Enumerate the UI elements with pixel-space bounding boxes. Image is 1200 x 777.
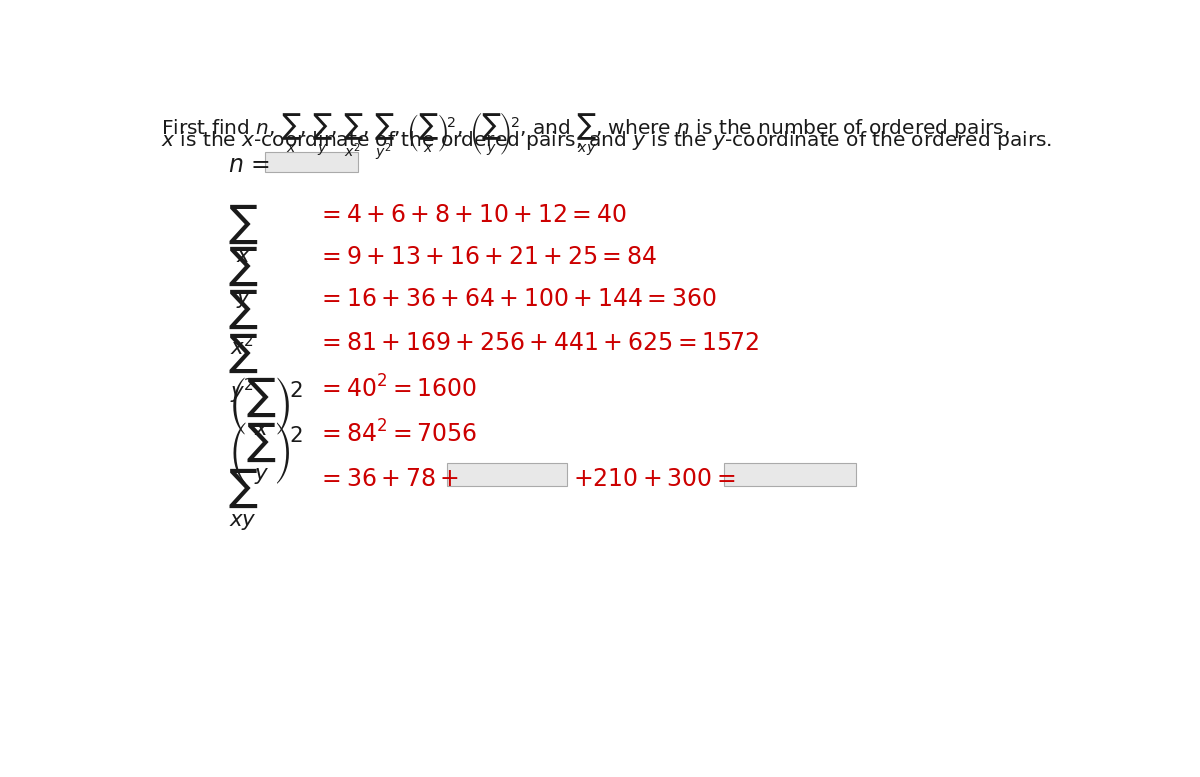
Text: $x$ is the $x$-coordinate of the ordered pairs, and $y$ is the $y$-coordinate of: $x$ is the $x$-coordinate of the ordered…: [161, 130, 1052, 152]
Text: $\left(\sum_{y}\right)^{\!2}$: $\left(\sum_{y}\right)^{\!2}$: [228, 420, 302, 487]
FancyBboxPatch shape: [725, 463, 856, 486]
Text: $\sum_{xy}$: $\sum_{xy}$: [228, 467, 258, 533]
Text: $= 84^2 = 7056$: $= 84^2 = 7056$: [317, 420, 476, 448]
Text: $\left(\sum_{x}\right)^{\!2}$: $\left(\sum_{x}\right)^{\!2}$: [228, 376, 302, 438]
FancyBboxPatch shape: [446, 463, 566, 486]
Text: $\sum_{x}$: $\sum_{x}$: [228, 203, 258, 265]
Text: $= 36 + 78 +$: $= 36 + 78 +$: [317, 467, 458, 491]
Text: $\sum_{y}$: $\sum_{y}$: [228, 245, 258, 312]
Text: $= 40^2 = 1600$: $= 40^2 = 1600$: [317, 376, 476, 403]
Text: $+ 210 + 300 =$: $+ 210 + 300 =$: [574, 467, 736, 491]
Text: $= 81 + 169 + 256 + 441 + 625 = 1572$: $= 81 + 169 + 256 + 441 + 625 = 1572$: [317, 331, 760, 355]
Text: $= 16 + 36 + 64 + 100 + 144 = 360$: $= 16 + 36 + 64 + 100 + 144 = 360$: [317, 287, 716, 312]
Text: First find $n$, $\sum_{x}$, $\sum_{y}$, $\sum_{x^2}$, $\sum_{y^2}$, $\left(\sum_: First find $n$, $\sum_{x}$, $\sum_{y}$, …: [161, 110, 1009, 162]
Text: $= 4 + 6 + 8 + 10 + 12 = 40$: $= 4 + 6 + 8 + 10 + 12 = 40$: [317, 203, 626, 227]
Text: $\sum_{y^2}$: $\sum_{y^2}$: [228, 331, 258, 405]
Text: $= 9 + 13 + 16 + 21 + 25 = 84$: $= 9 + 13 + 16 + 21 + 25 = 84$: [317, 245, 656, 269]
Text: $n$ =: $n$ =: [228, 152, 269, 176]
Text: $\sum_{x^2}$: $\sum_{x^2}$: [228, 287, 258, 357]
FancyBboxPatch shape: [265, 152, 358, 172]
